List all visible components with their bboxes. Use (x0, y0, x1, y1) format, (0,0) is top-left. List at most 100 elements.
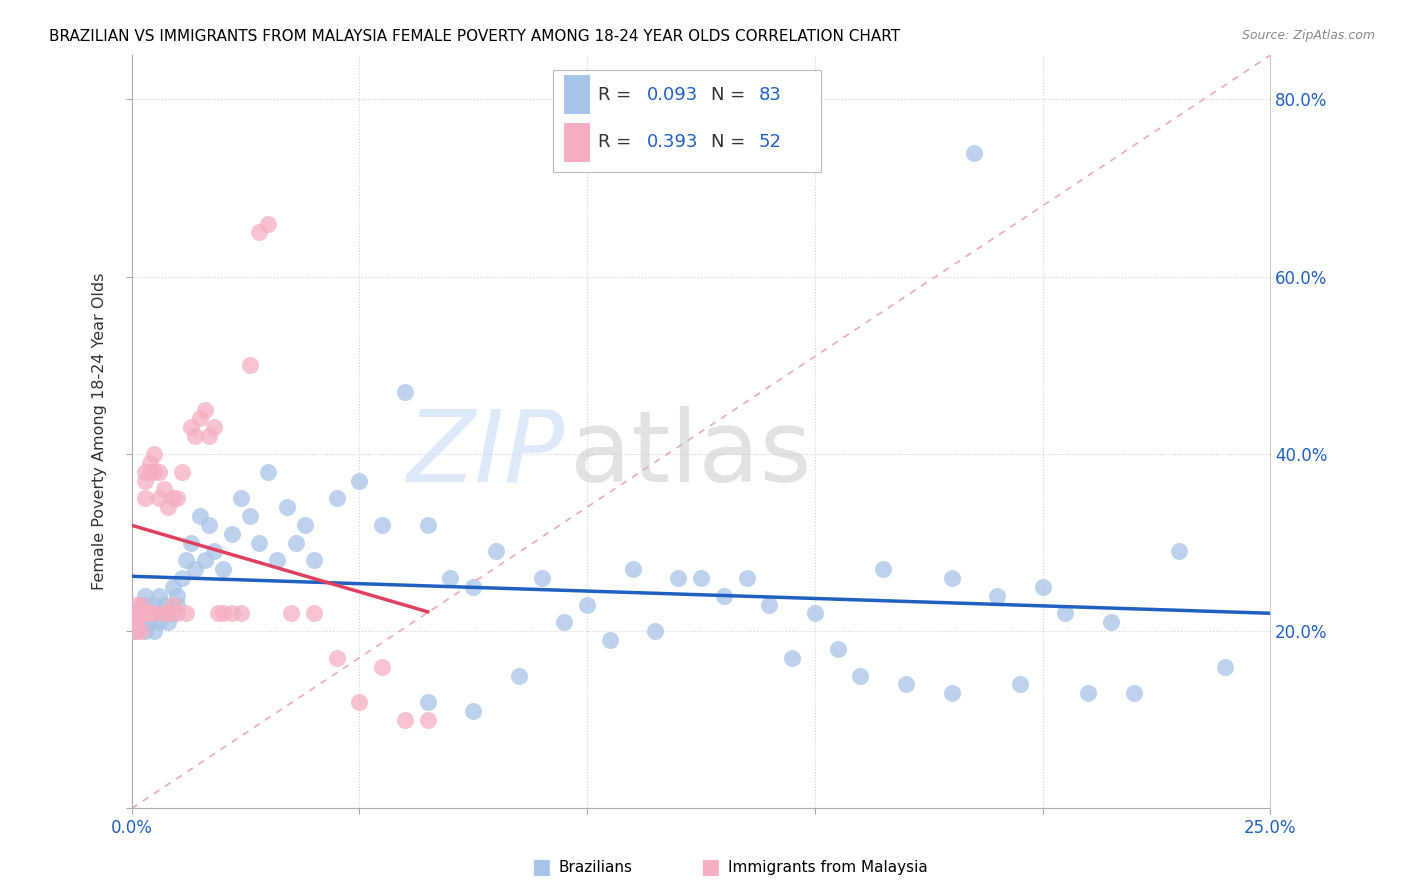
Text: Source: ZipAtlas.com: Source: ZipAtlas.com (1241, 29, 1375, 42)
Point (125, 607, 148, 621)
Point (713, 589, 735, 603)
Point (621, 562, 644, 576)
Point (188, 508, 211, 523)
Point (439, 571, 461, 585)
Point (157, 607, 180, 621)
Point (276, 500, 298, 515)
Point (134, 589, 156, 603)
Point (134, 465, 156, 479)
Point (508, 668, 530, 682)
Point (157, 615, 180, 630)
Point (371, 659, 394, 673)
Point (485, 544, 508, 558)
Text: ZIP: ZIP (406, 406, 564, 503)
Point (229, 491, 252, 506)
Point (247, 226, 270, 240)
Point (152, 483, 174, 497)
Point (266, 553, 288, 567)
Point (129, 624, 152, 639)
Point (394, 384, 416, 399)
Point (143, 447, 166, 461)
Point (221, 607, 243, 621)
Point (872, 562, 894, 576)
Point (553, 615, 575, 630)
Point (166, 598, 188, 612)
Point (280, 607, 302, 621)
Point (162, 580, 184, 594)
Point (247, 535, 270, 549)
Point (1008, 677, 1031, 691)
Point (1168, 544, 1191, 558)
Point (1099, 615, 1122, 630)
Point (207, 607, 229, 621)
Point (735, 571, 758, 585)
Point (162, 598, 184, 612)
Point (211, 562, 233, 576)
Text: Immigrants from Malaysia: Immigrants from Malaysia (728, 860, 928, 874)
Point (284, 535, 307, 549)
Point (162, 491, 184, 506)
Point (170, 465, 193, 479)
Point (139, 607, 162, 621)
Point (125, 598, 148, 612)
Point (198, 429, 221, 443)
Point (125, 607, 148, 621)
Point (139, 607, 162, 621)
Point (143, 465, 166, 479)
Point (148, 615, 170, 630)
Point (599, 633, 621, 648)
Text: Brazilians: Brazilians (558, 860, 633, 874)
Point (166, 607, 188, 621)
Point (986, 589, 1008, 603)
Point (463, 580, 485, 594)
Point (229, 607, 252, 621)
Point (134, 491, 156, 506)
Point (1032, 580, 1054, 594)
Point (129, 598, 152, 612)
Point (125, 624, 148, 639)
Point (139, 615, 162, 630)
Point (174, 607, 197, 621)
Point (644, 624, 666, 639)
Point (134, 624, 156, 639)
Point (193, 553, 215, 567)
Y-axis label: Female Poverty Among 18-24 Year Olds: Female Poverty Among 18-24 Year Olds (93, 273, 107, 591)
Point (139, 456, 162, 470)
Point (143, 598, 166, 612)
Point (371, 517, 394, 532)
Point (129, 615, 152, 630)
Point (349, 695, 371, 709)
Point (1077, 686, 1099, 700)
Point (125, 624, 148, 639)
Point (963, 145, 986, 160)
Point (174, 553, 197, 567)
Point (394, 713, 416, 727)
Point (134, 607, 156, 621)
Point (349, 474, 371, 488)
Point (941, 686, 963, 700)
Point (758, 598, 780, 612)
Point (139, 465, 162, 479)
Point (530, 571, 553, 585)
Point (202, 544, 225, 558)
Point (325, 650, 347, 665)
Point (211, 607, 233, 621)
Point (416, 695, 439, 709)
Text: BRAZILIAN VS IMMIGRANTS FROM MALAYSIA FEMALE POVERTY AMONG 18-24 YEAR OLDS CORRE: BRAZILIAN VS IMMIGRANTS FROM MALAYSIA FE… (49, 29, 900, 44)
Point (125, 607, 148, 621)
Point (198, 517, 221, 532)
Point (941, 571, 963, 585)
Point (1213, 659, 1236, 673)
Point (129, 607, 152, 621)
Point (143, 607, 166, 621)
Text: ■: ■ (531, 857, 551, 877)
Point (180, 535, 202, 549)
Point (294, 517, 316, 532)
Point (152, 607, 174, 621)
Point (166, 491, 188, 506)
Point (666, 571, 689, 585)
Point (894, 677, 917, 691)
Point (1122, 686, 1144, 700)
Point (1054, 607, 1077, 621)
Point (125, 615, 148, 630)
